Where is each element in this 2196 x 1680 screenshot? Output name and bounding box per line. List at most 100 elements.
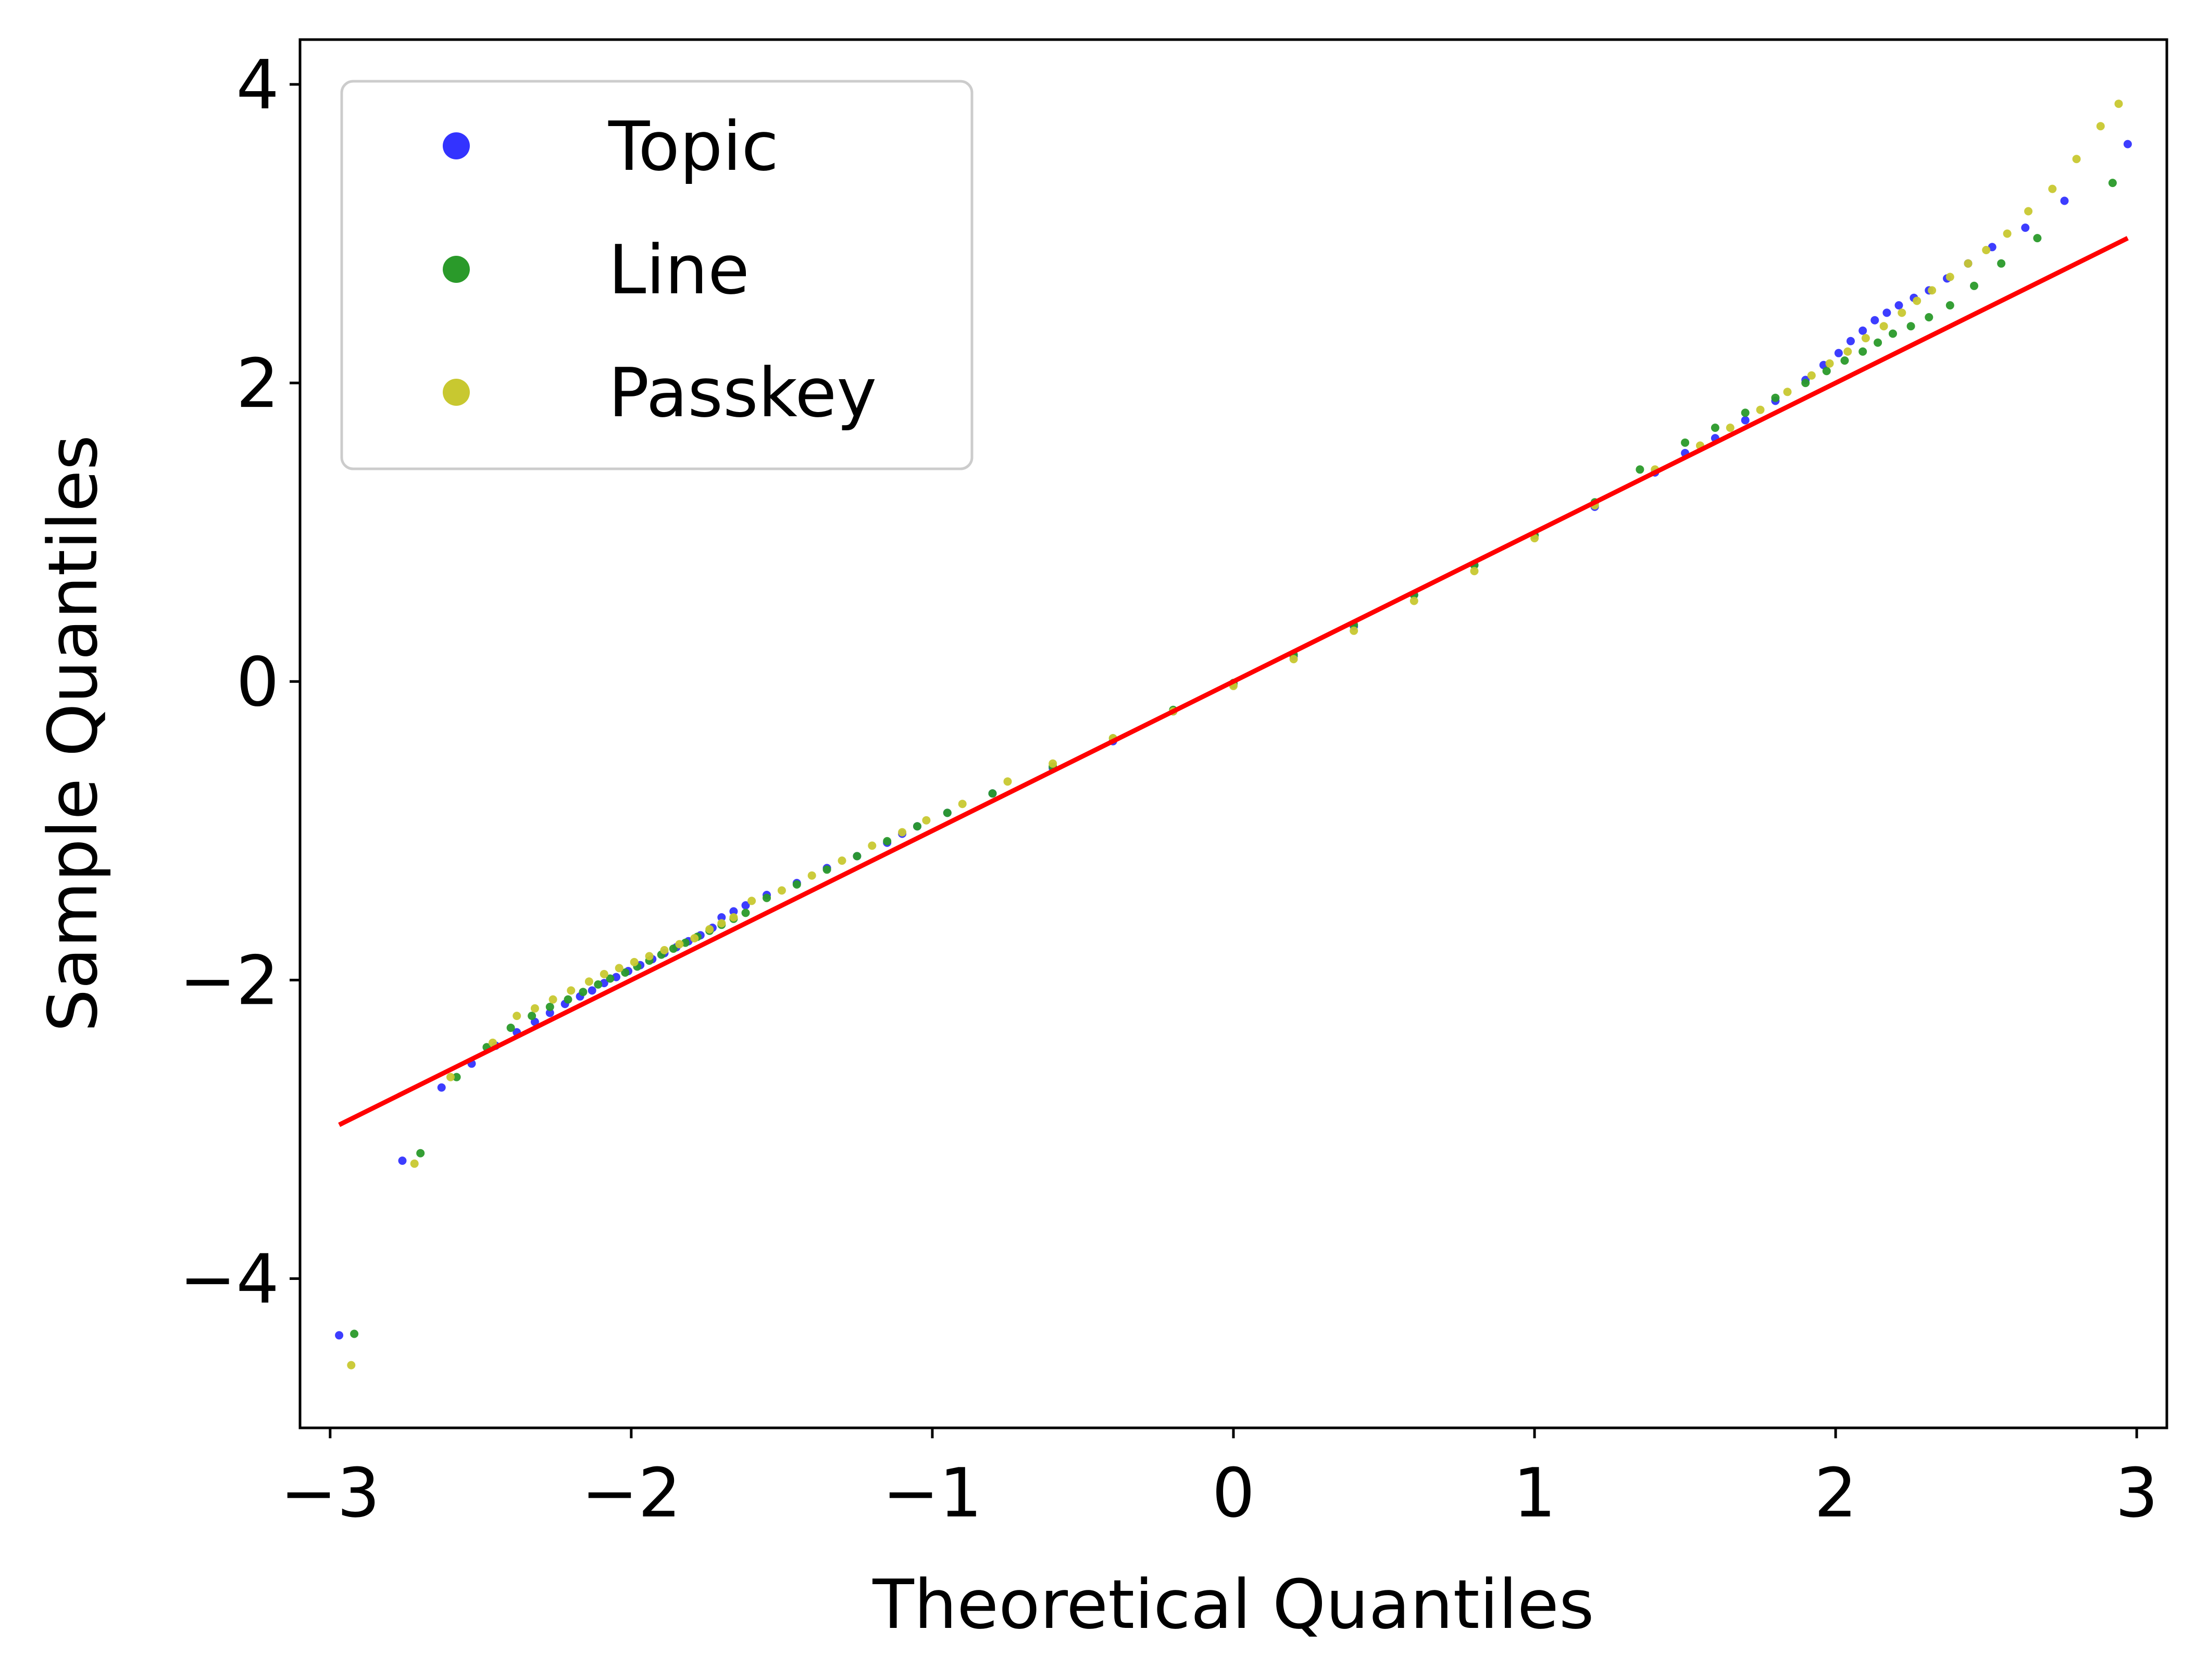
point-passkey-58 xyxy=(2096,122,2105,131)
y-axis-label: Sample Quantiles xyxy=(33,435,113,1032)
y-axis: −4 −2 0 2 4 xyxy=(179,45,300,1318)
legend-marker-passkey xyxy=(443,379,470,406)
point-topic-21 xyxy=(717,913,726,922)
point-topic-53 xyxy=(1870,316,1879,325)
point-line-25 xyxy=(853,852,862,861)
point-topic-1 xyxy=(398,1156,407,1165)
point-passkey-8 xyxy=(584,977,593,986)
point-passkey-53 xyxy=(1982,246,1991,254)
point-passkey-17 xyxy=(717,919,726,928)
point-passkey-9 xyxy=(600,969,608,978)
point-line-6 xyxy=(545,1002,554,1011)
x-tick-label: 0 xyxy=(1212,1453,1255,1533)
point-line-43 xyxy=(1741,408,1750,417)
point-topic-61 xyxy=(2021,223,2030,232)
x-tick-label: 1 xyxy=(1513,1453,1556,1533)
point-line-50 xyxy=(1889,329,1897,338)
point-line-51 xyxy=(1906,322,1915,331)
point-passkey-14 xyxy=(675,940,684,949)
point-passkey-25 xyxy=(922,816,931,825)
point-topic-23 xyxy=(741,901,750,910)
point-line-47 xyxy=(1840,356,1849,365)
point-passkey-15 xyxy=(690,934,699,943)
point-passkey-4 xyxy=(513,1012,521,1021)
point-line-22 xyxy=(763,893,771,902)
point-line-1 xyxy=(416,1149,425,1158)
point-line-55 xyxy=(1997,259,2006,268)
point-line-41 xyxy=(1681,438,1690,447)
x-tick-label: −3 xyxy=(280,1453,380,1533)
point-line-24 xyxy=(822,865,831,874)
point-passkey-21 xyxy=(807,871,816,880)
point-passkey-5 xyxy=(530,1004,539,1013)
x-tick-label: 3 xyxy=(2115,1453,2158,1533)
point-topic-55 xyxy=(1894,301,1903,310)
y-tick-label: −2 xyxy=(179,941,279,1020)
point-passkey-40 xyxy=(1726,424,1735,432)
point-passkey-23 xyxy=(868,841,877,850)
point-passkey-0 xyxy=(347,1361,356,1370)
point-passkey-3 xyxy=(489,1038,497,1047)
point-topic-51 xyxy=(1846,337,1855,345)
point-line-29 xyxy=(988,789,997,798)
point-topic-52 xyxy=(1858,326,1867,335)
point-line-54 xyxy=(1970,281,1978,290)
point-line-9 xyxy=(594,980,603,989)
x-axis-label: Theoretical Quantiles xyxy=(872,1565,1594,1644)
legend-label-passkey: Passkey xyxy=(608,353,877,432)
point-topic-0 xyxy=(335,1331,344,1340)
point-passkey-56 xyxy=(2048,184,2057,193)
point-line-21 xyxy=(741,909,750,917)
point-passkey-57 xyxy=(2072,155,2081,164)
point-passkey-42 xyxy=(1783,388,1792,396)
point-passkey-1 xyxy=(410,1159,419,1168)
reference-line xyxy=(338,236,2129,1127)
legend-label-topic: Topic xyxy=(608,107,779,186)
point-passkey-36 xyxy=(1530,534,1539,543)
point-topic-46 xyxy=(1741,416,1750,425)
point-line-42 xyxy=(1711,424,1719,432)
legend-marker-topic xyxy=(443,132,470,159)
point-topic-22 xyxy=(729,907,738,916)
point-line-5 xyxy=(528,1012,536,1021)
point-line-10 xyxy=(606,974,615,983)
point-line-4 xyxy=(506,1024,515,1032)
point-line-28 xyxy=(943,808,952,817)
point-passkey-22 xyxy=(838,856,846,865)
legend-box xyxy=(340,80,974,470)
point-topic-63 xyxy=(2123,140,2132,148)
point-line-45 xyxy=(1801,379,1810,388)
point-line-7 xyxy=(564,995,572,1004)
point-topic-54 xyxy=(1882,308,1891,317)
point-topic-62 xyxy=(2060,196,2069,205)
point-passkey-44 xyxy=(1825,359,1834,368)
point-line-8 xyxy=(579,988,588,997)
legend-label-line: Line xyxy=(608,230,750,309)
point-passkey-47 xyxy=(1879,322,1888,331)
point-passkey-45 xyxy=(1843,347,1852,356)
point-passkey-11 xyxy=(630,957,639,966)
point-line-15 xyxy=(669,944,678,953)
point-passkey-7 xyxy=(567,986,576,995)
point-passkey-13 xyxy=(660,946,669,954)
point-topic-50 xyxy=(1834,349,1843,357)
point-passkey-34 xyxy=(1409,596,1418,605)
point-topic-2 xyxy=(437,1083,446,1092)
point-line-11 xyxy=(621,968,630,977)
point-line-2 xyxy=(452,1073,461,1081)
point-passkey-10 xyxy=(615,964,623,973)
point-passkey-26 xyxy=(958,800,967,808)
point-line-27 xyxy=(913,822,921,831)
point-passkey-27 xyxy=(1003,777,1012,786)
legend-marker-line xyxy=(443,256,470,283)
point-passkey-20 xyxy=(777,886,786,895)
y-tick-label: −4 xyxy=(179,1239,279,1318)
point-passkey-59 xyxy=(2114,99,2123,108)
point-line-46 xyxy=(1822,367,1831,376)
point-passkey-24 xyxy=(898,828,907,837)
point-line-40 xyxy=(1636,465,1644,474)
point-line-48 xyxy=(1858,347,1867,356)
point-passkey-51 xyxy=(1945,272,1954,281)
point-passkey-6 xyxy=(548,995,557,1004)
point-passkey-35 xyxy=(1470,567,1479,576)
